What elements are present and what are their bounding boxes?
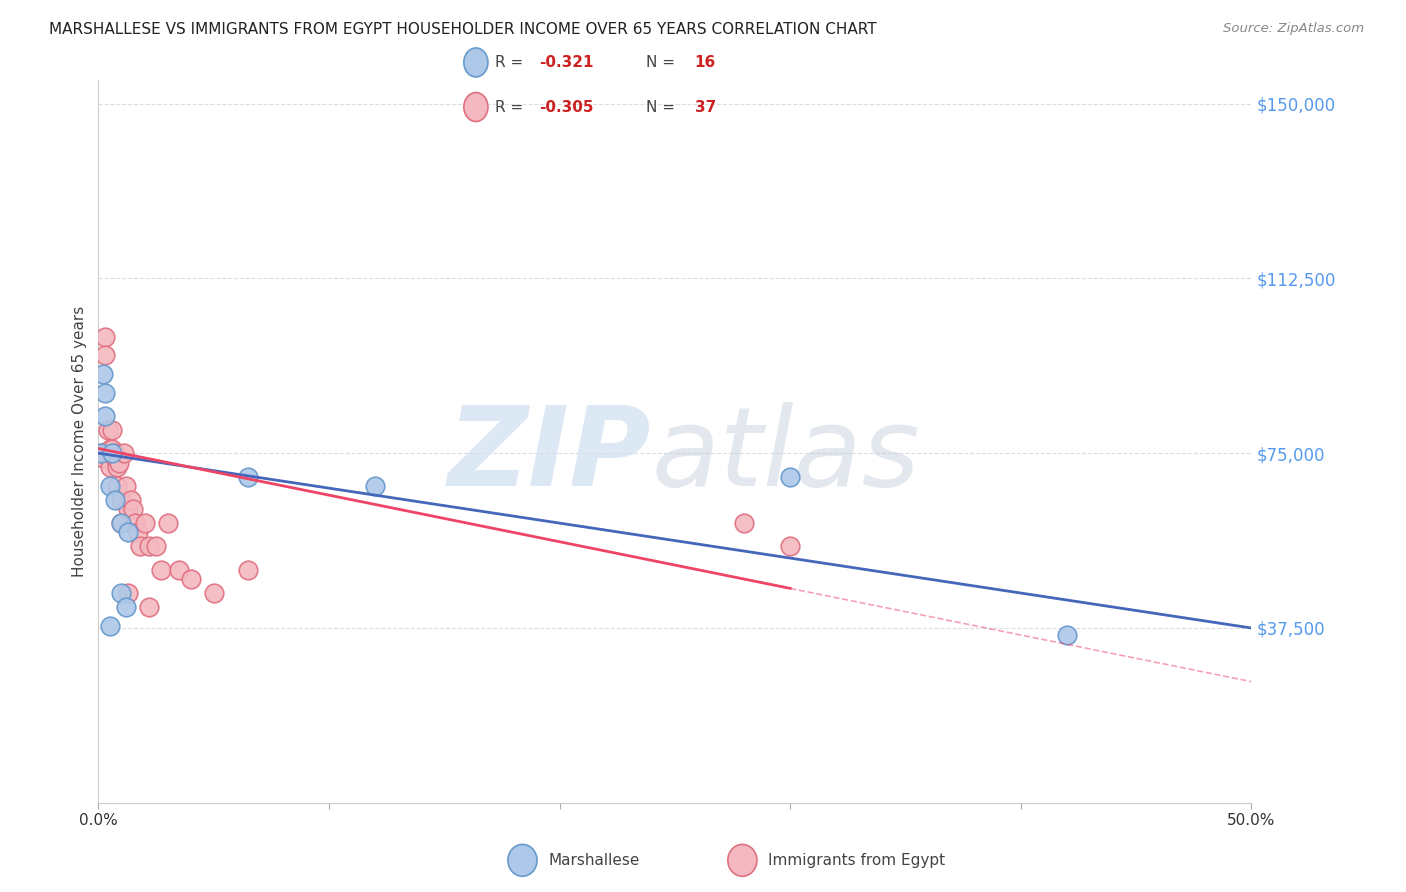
Point bbox=[149, 563, 172, 577]
Point bbox=[94, 409, 117, 423]
Point bbox=[122, 502, 145, 516]
Text: atlas: atlas bbox=[652, 402, 921, 509]
Point bbox=[91, 367, 114, 381]
Ellipse shape bbox=[464, 93, 488, 121]
Point bbox=[110, 516, 132, 530]
Point bbox=[98, 460, 121, 475]
Point bbox=[103, 450, 125, 465]
Point bbox=[101, 446, 124, 460]
Point bbox=[98, 442, 121, 456]
Point bbox=[117, 586, 139, 600]
Point bbox=[779, 540, 801, 554]
Point bbox=[105, 479, 128, 493]
Point bbox=[94, 385, 117, 400]
Point bbox=[779, 469, 801, 483]
Point bbox=[733, 516, 755, 530]
Text: Marshallese: Marshallese bbox=[548, 853, 640, 868]
Point bbox=[167, 563, 190, 577]
Point bbox=[180, 572, 202, 586]
Text: N =: N = bbox=[647, 55, 675, 70]
Text: -0.305: -0.305 bbox=[540, 100, 595, 114]
Point bbox=[110, 492, 132, 507]
Text: 16: 16 bbox=[695, 55, 716, 70]
Point bbox=[145, 540, 167, 554]
Point bbox=[98, 479, 121, 493]
Point bbox=[90, 446, 112, 460]
Point bbox=[90, 446, 112, 460]
Point bbox=[1056, 628, 1078, 642]
Point bbox=[110, 516, 132, 530]
Point bbox=[97, 423, 120, 437]
Point bbox=[98, 618, 121, 632]
Point bbox=[138, 540, 160, 554]
Text: N =: N = bbox=[647, 100, 675, 114]
Text: ZIP: ZIP bbox=[449, 402, 652, 509]
Point bbox=[101, 423, 124, 437]
Text: -0.321: -0.321 bbox=[540, 55, 595, 70]
Point bbox=[115, 479, 138, 493]
Point bbox=[134, 516, 156, 530]
Text: 37: 37 bbox=[695, 100, 716, 114]
Point bbox=[103, 492, 125, 507]
Text: R =: R = bbox=[495, 55, 523, 70]
Point bbox=[110, 586, 132, 600]
Point bbox=[364, 479, 387, 493]
Point bbox=[101, 442, 124, 456]
Text: Source: ZipAtlas.com: Source: ZipAtlas.com bbox=[1223, 22, 1364, 36]
Point bbox=[91, 450, 114, 465]
Point bbox=[105, 460, 128, 475]
Point bbox=[117, 525, 139, 540]
Point bbox=[103, 446, 125, 460]
Point bbox=[112, 446, 135, 460]
Ellipse shape bbox=[728, 845, 756, 876]
Point bbox=[115, 600, 138, 615]
Point bbox=[138, 600, 160, 615]
Text: MARSHALLESE VS IMMIGRANTS FROM EGYPT HOUSEHOLDER INCOME OVER 65 YEARS CORRELATIO: MARSHALLESE VS IMMIGRANTS FROM EGYPT HOU… bbox=[49, 22, 877, 37]
Point bbox=[238, 469, 260, 483]
Point bbox=[108, 456, 131, 470]
Point bbox=[94, 348, 117, 362]
Point bbox=[124, 516, 146, 530]
Point bbox=[94, 329, 117, 343]
Text: R =: R = bbox=[495, 100, 523, 114]
Point bbox=[127, 525, 149, 540]
Point bbox=[238, 563, 260, 577]
Point bbox=[156, 516, 179, 530]
Ellipse shape bbox=[508, 845, 537, 876]
Point bbox=[117, 502, 139, 516]
Ellipse shape bbox=[464, 48, 488, 77]
Text: Immigrants from Egypt: Immigrants from Egypt bbox=[768, 853, 945, 868]
Point bbox=[120, 492, 142, 507]
Y-axis label: Householder Income Over 65 years: Householder Income Over 65 years bbox=[72, 306, 87, 577]
Point bbox=[202, 586, 225, 600]
Point bbox=[129, 540, 152, 554]
